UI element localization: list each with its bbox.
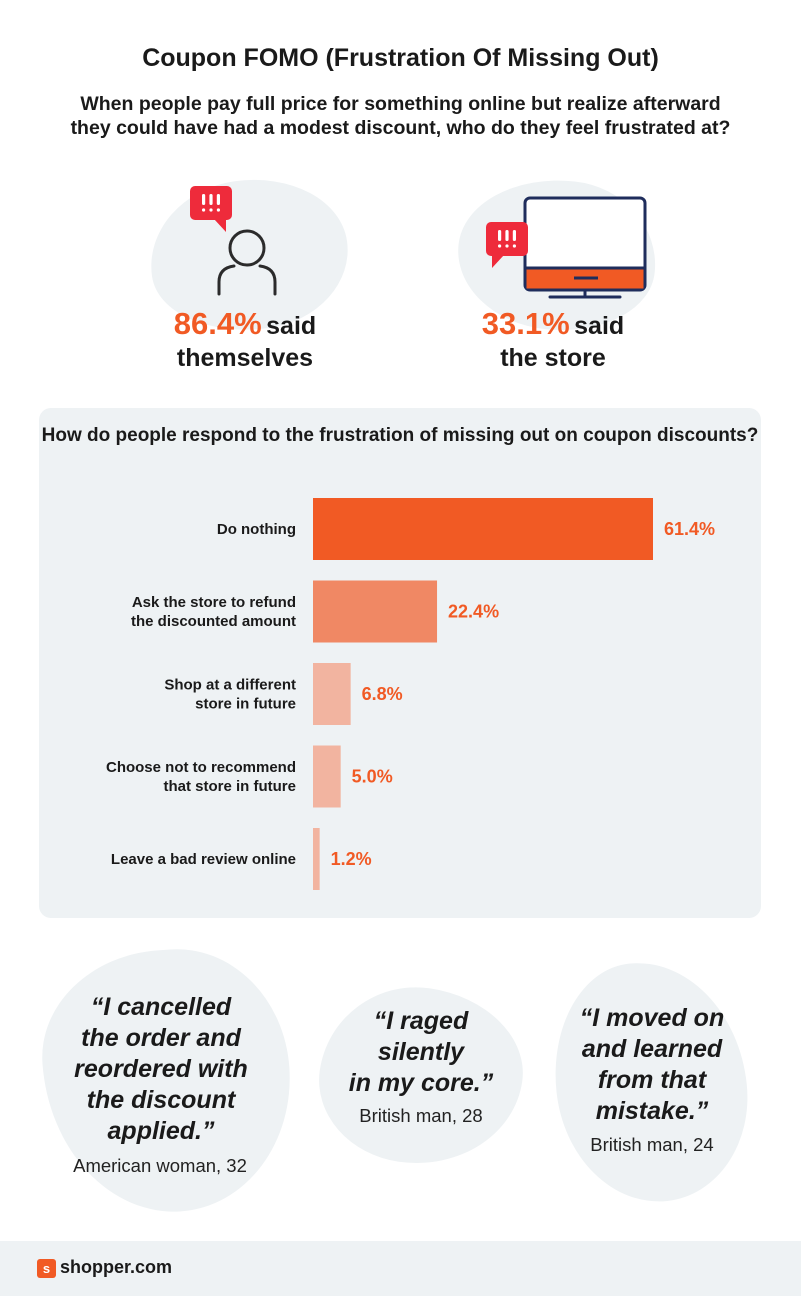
category-label: Choose not to recommend that store in fut…: [106, 759, 296, 795]
stat-label: themselves: [176, 344, 314, 372]
quote-text: “I moved on and learned from that mistake.”: [552, 1003, 752, 1127]
category-label: Do nothing: [217, 521, 296, 538]
person-icon: [217, 229, 277, 296]
category-label-line: Ask the store to refund: [132, 594, 296, 611]
bar-value-label: 6.8%: [362, 684, 403, 704]
chart-bar: [313, 745, 341, 808]
stat-said: said: [574, 312, 625, 340]
bar-value-label: 1.2%: [331, 849, 372, 869]
frustrated-person-icon: [190, 186, 277, 296]
category-label-line: the discounted amount: [131, 613, 296, 630]
bar-value-label: 5.0%: [352, 767, 393, 787]
stat-label: the store: [500, 344, 606, 372]
footer-bar: [0, 1241, 801, 1296]
quote-line: silently: [377, 1038, 465, 1066]
category-label: Shop at a different store in future: [164, 677, 296, 713]
quote-line: the order and: [81, 1024, 241, 1052]
stat-the-store: 33.1% said the store: [438, 306, 668, 372]
stat-value: 86.4%: [173, 306, 262, 341]
stat-said: said: [266, 312, 317, 340]
quote-line: “I raged: [373, 1007, 469, 1035]
chart-bar: [313, 663, 351, 725]
alert-bubble-icon: [486, 222, 528, 268]
quote-line: and learned: [581, 1035, 723, 1063]
category-label-line: Choose not to recommend: [106, 759, 296, 776]
quote-line: reordered with: [74, 1055, 248, 1083]
category-label-line: Do nothing: [217, 521, 296, 538]
bar-value-label: 22.4%: [448, 602, 499, 622]
stat-value: 33.1%: [481, 306, 570, 341]
bar-value-label: 61.4%: [664, 519, 715, 539]
chart-bar: [313, 828, 320, 890]
page-title: Coupon FOMO (Frustration Of Missing Out): [142, 44, 659, 72]
shopper-logo-icon: s: [37, 1259, 56, 1278]
quote-text: “I cancelled the order and reordered with t…: [48, 992, 274, 1147]
chart-title: How do people respond to the frustration…: [41, 425, 759, 446]
quote-attribution: American woman, 32: [73, 1155, 247, 1176]
quote-attribution: British man, 24: [590, 1134, 714, 1155]
category-label-line: that store in future: [163, 778, 296, 795]
chart-bar: [313, 498, 653, 560]
brand-name[interactable]: shopper.com: [60, 1257, 173, 1277]
frustrated-store-icon: [486, 196, 647, 299]
page-subtitle: When people pay full price for something…: [70, 93, 731, 139]
quote-line: mistake.”: [595, 1097, 709, 1125]
quote-line: from that: [597, 1066, 707, 1094]
alert-bubble-icon: [190, 186, 232, 232]
quote-text: “I raged silently in my core.”: [318, 1006, 524, 1099]
quote-attribution: British man, 28: [359, 1105, 483, 1126]
category-label: Ask the store to refund the discounted am…: [131, 594, 296, 630]
category-label-line: Shop at a different: [164, 677, 296, 694]
category-label: Leave a bad review online: [111, 851, 296, 868]
quote-line: in my core.”: [348, 1069, 494, 1097]
quote-line: “I cancelled: [90, 993, 232, 1021]
quote-line: the discount: [86, 1086, 236, 1114]
chart-panel: [39, 408, 761, 918]
category-label-line: store in future: [195, 696, 296, 713]
category-label-line: Leave a bad review online: [111, 851, 296, 868]
quote-line: applied.”: [107, 1117, 215, 1145]
stat-themselves: 86.4% said themselves: [130, 306, 360, 372]
quote-line: “I moved on: [579, 1004, 725, 1032]
chart-bar: [313, 580, 438, 643]
